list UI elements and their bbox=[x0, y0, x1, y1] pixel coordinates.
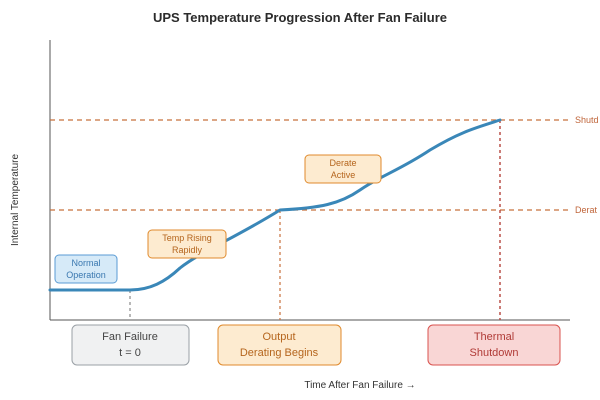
event-thermal-shutdown: Thermal Shutdown bbox=[427, 324, 561, 366]
event-output-derating: Output Derating Begins bbox=[217, 324, 342, 366]
svg-text:Thermal: Thermal bbox=[474, 331, 514, 343]
annotation-derate-active: Derate Active bbox=[304, 154, 382, 184]
svg-text:Temp Rising: Temp Rising bbox=[162, 233, 212, 243]
svg-text:Shutdown: Shutdown bbox=[470, 347, 519, 359]
svg-text:Operation: Operation bbox=[66, 270, 106, 280]
svg-text:Derating Begins: Derating Begins bbox=[240, 347, 319, 359]
annotation-temp-rising: Temp Rising Rapidly bbox=[147, 229, 227, 259]
svg-text:Normal: Normal bbox=[71, 258, 100, 268]
annotation-normal-operation: Normal Operation bbox=[54, 254, 118, 284]
svg-text:Rapidly: Rapidly bbox=[172, 245, 203, 255]
svg-text:Fan Failure: Fan Failure bbox=[102, 331, 158, 343]
svg-text:t = 0: t = 0 bbox=[119, 347, 141, 359]
svg-text:Output: Output bbox=[262, 331, 295, 343]
y-axis-label: Internal Temperature bbox=[10, 154, 21, 247]
event-fan-failure: Fan Failure t = 0 bbox=[71, 324, 190, 366]
derate-threshold-label: Derat bbox=[575, 205, 598, 215]
chart-title: UPS Temperature Progression After Fan Fa… bbox=[153, 10, 447, 25]
shutdown-threshold-label: Shutd bbox=[575, 115, 599, 125]
svg-text:Derate: Derate bbox=[329, 158, 356, 168]
svg-text:Active: Active bbox=[331, 170, 356, 180]
temperature-curve bbox=[48, 118, 502, 292]
x-axis-label: Time After Fan Failure → bbox=[304, 380, 415, 391]
